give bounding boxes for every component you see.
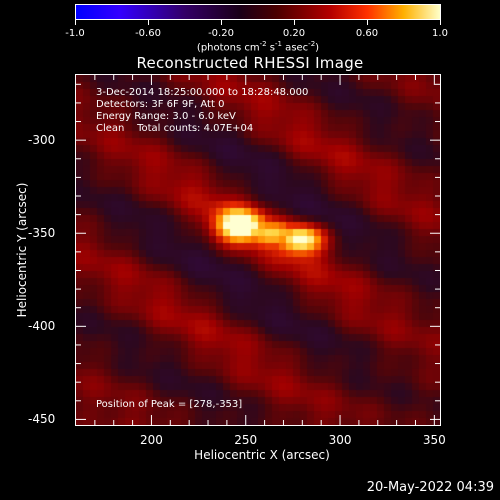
x-tick-label: 350 — [422, 433, 446, 447]
colorbar-tick — [440, 20, 441, 25]
energy-range-text: Energy Range: 3.0 - 6.0 keV — [96, 111, 236, 122]
y-tick-label: -350 — [28, 226, 56, 241]
colorbar-units: (photons cm-2 s-1 asec-2) — [196, 40, 320, 54]
colorbar — [75, 4, 441, 20]
axis-ticks — [76, 75, 440, 425]
y-tick-label: -300 — [28, 133, 56, 148]
y-tick-label: -450 — [28, 412, 56, 427]
detectors-text: Detectors: 3F 6F 9F, Att 0 — [96, 99, 225, 110]
y-tick-label: -400 — [28, 319, 56, 334]
clean-counts-text: Clean Total counts: 4.07E+04 — [96, 123, 254, 134]
chart-title: Reconstructed RHESSI Image — [136, 54, 364, 72]
timestamp: 20-May-2022 04:39 — [366, 480, 494, 495]
colorbar-tick-label: -1.0 — [65, 28, 85, 39]
time-range-text: 3-Dec-2014 18:25:00.000 to 18:28:48.000 — [96, 87, 309, 98]
heatmap-image — [76, 75, 440, 425]
colorbar-tick — [294, 20, 295, 25]
peak-position-text: Position of Peak = [278,-353] — [96, 399, 243, 410]
x-tick-label: 200 — [139, 433, 163, 447]
colorbar-tick-label: 0.60 — [355, 28, 379, 39]
y-axis-label: Heliocentric Y (arcsec) — [15, 182, 29, 318]
colorbar-tick — [367, 20, 368, 25]
x-axis-label: Heliocentric X (arcsec) — [194, 448, 330, 462]
colorbar-tick — [221, 20, 222, 25]
colorbar-tick-label: -0.20 — [208, 28, 234, 39]
colorbar-tick — [148, 20, 149, 25]
x-tick-label: 250 — [234, 433, 258, 447]
colorbar-tick-label: 0.20 — [282, 28, 306, 39]
plot-area: 3-Dec-2014 18:25:00.000 to 18:28:48.000 … — [75, 74, 441, 426]
colorbar-tick — [75, 20, 76, 25]
colorbar-tick-label: -0.60 — [135, 28, 161, 39]
colorbar-tick-label: 1.0 — [432, 28, 448, 39]
x-tick-label: 300 — [328, 433, 352, 447]
